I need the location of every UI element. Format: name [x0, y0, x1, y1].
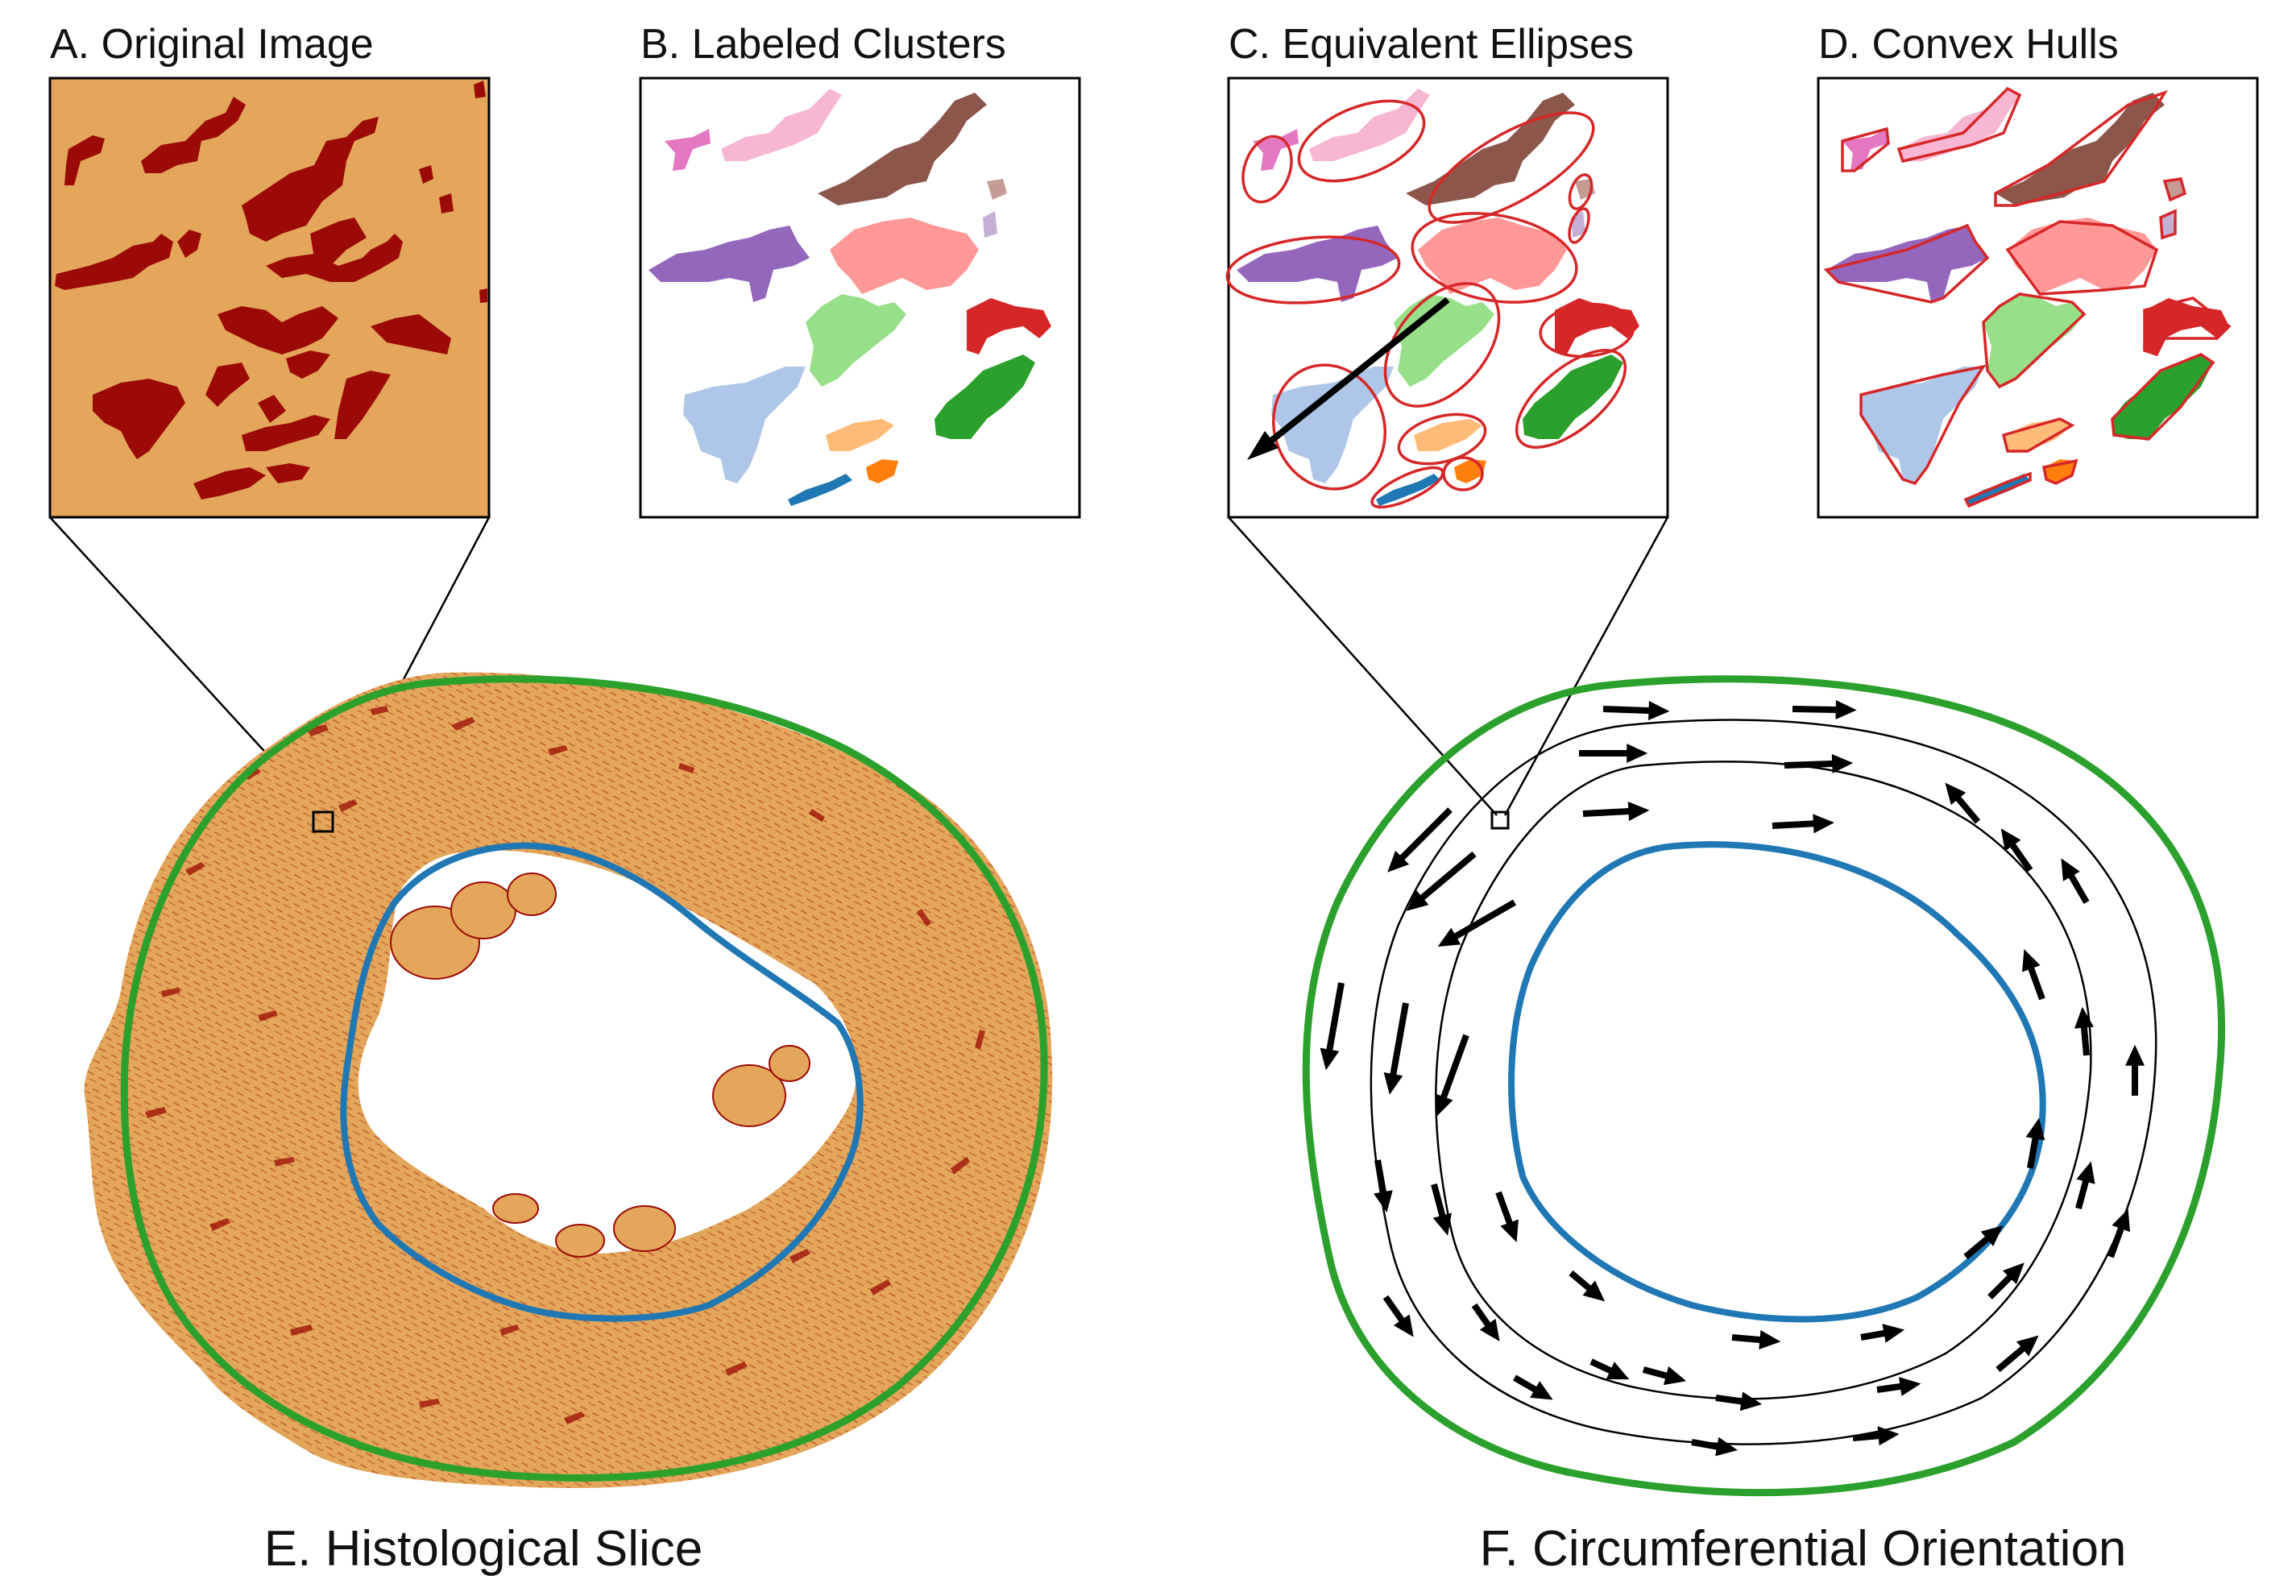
- orientation-arrow-head: [2000, 828, 2021, 852]
- orientation-arrow-head: [1835, 699, 1857, 719]
- mid-wall-contour-1: [1370, 719, 2157, 1445]
- orientation-arrow-head: [1606, 1362, 1630, 1380]
- panel-e-title: E. Histological Slice: [264, 1521, 702, 1577]
- orientation-arrow-head: [2125, 1044, 2145, 1066]
- orientation-arrow-head: [1739, 1391, 1763, 1412]
- orientation-arrow-head: [1980, 1225, 2004, 1247]
- orientation-arrow-shaft: [1414, 851, 1477, 906]
- orientation-arrow-shaft: [1324, 982, 1345, 1059]
- orientation-arrow-head: [1406, 889, 1429, 911]
- epicardium-contour: [120, 675, 1048, 1482]
- orientation-arrow-shaft: [1602, 706, 1657, 715]
- orientation-arrow-shaft: [1582, 807, 1637, 817]
- panel-d-title: D. Convex Hulls: [1818, 21, 2119, 68]
- orientation-arrow-head: [1434, 1093, 1453, 1117]
- mid-wall-contour-2: [1435, 761, 2092, 1400]
- orientation-arrow-head: [1437, 927, 1461, 947]
- orientation-arrow-shaft: [1438, 1034, 1469, 1106]
- zoom-box-e: [312, 810, 334, 833]
- orientation-arrow-head: [1882, 1324, 1905, 1343]
- zoom-box-f: [1490, 810, 1510, 830]
- orientation-arrow-head: [1945, 782, 1967, 806]
- orientation-arrow-head: [1627, 744, 1648, 763]
- panel-f-orientation: [1302, 675, 2225, 1497]
- orientation-arrow-head: [2074, 1006, 2094, 1029]
- orientation-arrow-head: [2016, 1335, 2039, 1357]
- orientation-arrow-head: [1432, 1213, 1452, 1236]
- orientation-arrow-head: [1663, 1366, 1687, 1386]
- panel-f-title: F. Circumferential Orientation: [1480, 1521, 2127, 1577]
- orientation-arrow-head: [1500, 1219, 1519, 1243]
- orientation-arrow-head: [1530, 1381, 1553, 1400]
- panel-a-image: [48, 77, 491, 519]
- panel-c-ellipses: [1225, 77, 1669, 519]
- orientation-arrow-shaft: [1772, 819, 1822, 829]
- panel-d-hulls: [1817, 77, 2259, 519]
- orientation-arrow-shaft: [1394, 807, 1453, 866]
- endocardium-contour-f: [1508, 841, 2046, 1323]
- orientation-arrow-shaft: [1784, 760, 1841, 769]
- orientation-arrow-head: [1393, 1314, 1414, 1337]
- orientation-arrow-head: [2112, 1208, 2131, 1233]
- orientation-arrow-head: [2022, 948, 2041, 972]
- orientation-arrow-head: [1383, 1072, 1403, 1095]
- panel-e-slice: [84, 672, 1053, 1489]
- orientation-arrow-shaft: [1388, 1002, 1409, 1083]
- panel-b-title: B. Labeled Clusters: [640, 21, 1006, 68]
- endocardium-contour: [340, 842, 864, 1322]
- panel-c-title: C. Equivalent Ellipses: [1229, 21, 1634, 68]
- panel-b-clusters: [639, 77, 1081, 519]
- convex-hulls: [1823, 86, 2232, 508]
- collagen-clusters: [55, 81, 487, 500]
- orientation-arrow-head: [2061, 858, 2080, 881]
- orientation-arrow-head: [1813, 814, 1834, 834]
- panel-a-title: A. Original Image: [50, 21, 374, 68]
- orientation-arrow-shaft: [1447, 899, 1517, 943]
- orientation-arrow-head: [1479, 1318, 1500, 1342]
- orientation-arrow-head: [2002, 1262, 2025, 1285]
- orientation-arrow-head: [1320, 1047, 1340, 1071]
- orientation-arrow-head: [1582, 1280, 1606, 1302]
- orientation-arrow-head: [1648, 700, 1670, 720]
- orientation-arrow-head: [1374, 1190, 1393, 1213]
- orientation-arrow-head: [1387, 850, 1410, 873]
- epicardium-contour-f: [1302, 675, 2225, 1497]
- orientation-arrow-head: [2025, 1117, 2045, 1141]
- orientation-arrow-head: [2076, 1161, 2095, 1184]
- orientation-arrow-head: [1899, 1377, 1921, 1396]
- orientation-arrow-shaft: [1792, 706, 1844, 714]
- orientation-arrow-head: [1877, 1426, 1900, 1446]
- orientation-arrows: [1320, 699, 2145, 1457]
- orientation-arrow-head: [1831, 753, 1854, 773]
- zoom-lines-c: [1228, 516, 1669, 816]
- orientation-arrow: [1247, 296, 1450, 460]
- equivalent-ellipses: [1225, 99, 1635, 509]
- orientation-arrow-head: [1759, 1330, 1781, 1349]
- orientation-arrow-head: [1715, 1436, 1738, 1457]
- orientation-arrow-head: [1627, 802, 1650, 822]
